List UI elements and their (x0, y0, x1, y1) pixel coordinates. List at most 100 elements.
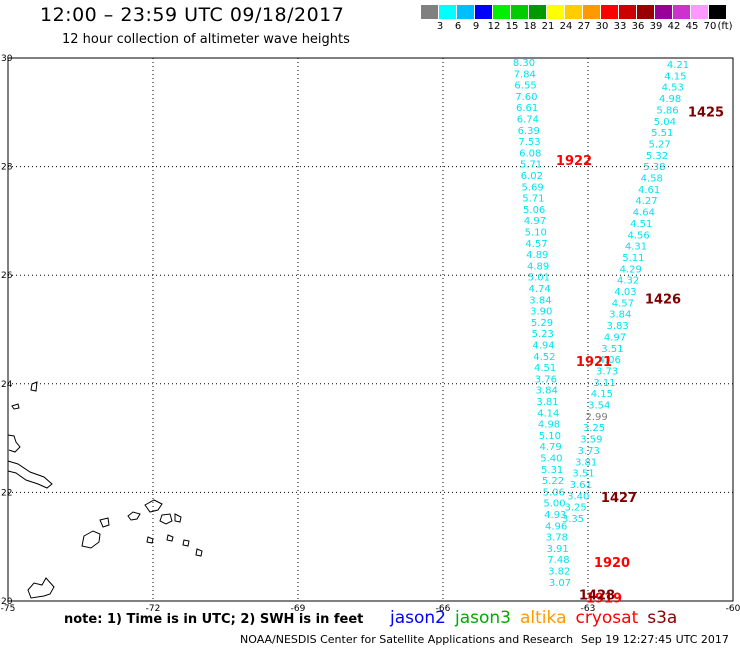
scale-swatch-5 (511, 5, 528, 19)
track-a-value: 6.39 (518, 126, 540, 137)
scale-swatch-11 (619, 5, 636, 19)
scale-label-70: 70 (703, 21, 717, 32)
scale-swatch-13 (655, 5, 672, 19)
scale-label-18: 18 (523, 21, 537, 32)
time-label-1427: 1427 (601, 491, 637, 506)
lon-label--63: -63 (581, 604, 596, 614)
satellite-legend: jason2 jason3 altika cryosat s3a (390, 608, 686, 628)
track-b-value: 4.32 (617, 276, 639, 287)
legend-cryosat: cryosat (575, 608, 639, 628)
track-b-value: 3.73 (578, 446, 600, 457)
track-b-value: 4.53 (662, 83, 684, 94)
scale-swatch-9 (583, 5, 600, 19)
track-b-value: 3.11 (593, 378, 615, 389)
track-b-value: 4.51 (630, 219, 652, 230)
track-b-value: 5.51 (651, 128, 673, 139)
map-subtitle: 12 hour collection of altimeter wave hei… (62, 32, 350, 47)
scale-label-30: 30 (595, 21, 609, 32)
track-a-value: 5.31 (541, 465, 563, 476)
track-b-value: 3.25 (583, 423, 605, 434)
track-a-value: 3.78 (546, 533, 568, 544)
track-b-value: 3.25 (564, 503, 586, 514)
legend-altika: altika (520, 608, 567, 628)
track-b-value: 4.56 (627, 230, 649, 241)
track-a-value: 4.89 (526, 250, 548, 261)
track-b-value: 5.27 (648, 139, 670, 150)
track-b-value: 3.59 (580, 435, 602, 446)
track-b-value: 3.54 (588, 401, 610, 412)
time-label-1425: 1425 (688, 105, 724, 120)
track-a-value: 4.79 (539, 442, 561, 453)
scale-label-36: 36 (631, 21, 645, 32)
track-a-value: 7.53 (518, 137, 540, 148)
track-b-value: 2.99 (585, 412, 607, 423)
track-a-value: 4.52 (533, 352, 555, 363)
track-b-value: 3.40 (567, 491, 589, 502)
scale-unit: (ft) (717, 21, 733, 32)
altimeter-track-b: 4.214.154.534.985.865.045.515.275.325.38… (562, 60, 689, 525)
lat-label-24: 24 (1, 380, 13, 390)
track-b-value: 5.04 (654, 117, 676, 128)
lat-label-26: 26 (1, 271, 13, 281)
track-b-value: 4.15 (591, 389, 613, 400)
scale-swatch-1 (439, 5, 456, 19)
track-b-value: 3.83 (606, 321, 628, 332)
legend-jason3: jason3 (455, 608, 511, 628)
scale-swatch-0 (421, 5, 438, 19)
scale-label-39: 39 (649, 21, 663, 32)
scale-label-27: 27 (577, 21, 591, 32)
track-a-value: 6.61 (516, 103, 538, 114)
track-b-value: 4.21 (667, 60, 689, 71)
lon-label--66: -66 (436, 604, 451, 614)
scale-label-45: 45 (685, 21, 699, 32)
track-a-value: 5.01 (528, 273, 550, 284)
lon-label--69: -69 (291, 604, 306, 614)
track-a-value: 4.57 (525, 239, 547, 250)
scale-swatch-4 (493, 5, 510, 19)
scale-swatch-14 (673, 5, 690, 19)
altimeter-track-a: 8.307.846.557.606.616.746.397.536.085.71… (513, 58, 571, 589)
track-b-value: 4.61 (638, 185, 660, 196)
track-b-value: 3.73 (596, 366, 618, 377)
track-a-value: 7.60 (515, 92, 537, 103)
graticule (8, 58, 733, 601)
track-b-value: 3.35 (562, 514, 584, 525)
track-b-value: 4.29 (620, 264, 642, 275)
track-time-labels: 1922 1921 1920 1919 1425 1426 1427 1428 (556, 105, 724, 606)
track-a-value: 3.81 (536, 397, 558, 408)
track-a-value: 4.89 (527, 261, 549, 272)
track-b-value: 4.03 (614, 287, 636, 298)
scale-swatch-8 (565, 5, 582, 19)
scale-label-9: 9 (472, 21, 480, 32)
map-note: note: 1) Time is in UTC; 2) SWH is in fe… (64, 612, 364, 627)
track-b-value: 4.64 (633, 208, 655, 219)
track-a-value: 8.30 (513, 58, 535, 69)
lat-label-28: 28 (1, 163, 13, 173)
track-b-value: 3.51 (572, 469, 594, 480)
track-a-value: 3.84 (529, 295, 551, 306)
credit-text: NOAA/NESDIS Center for Satellite Applica… (240, 633, 574, 646)
track-a-value: 6.55 (514, 81, 536, 92)
scale-swatch-3 (475, 5, 492, 19)
scale-swatch-12 (637, 5, 654, 19)
track-a-value: 4.93 (544, 510, 566, 521)
track-a-value: 6.02 (521, 171, 543, 182)
track-a-value: 3.91 (547, 544, 569, 555)
scale-label-21: 21 (541, 21, 555, 32)
time-label-1921: 1921 (576, 355, 612, 370)
track-a-value: 4.74 (529, 284, 551, 295)
scale-label-12: 12 (487, 21, 501, 32)
track-b-value: 5.11 (622, 253, 644, 264)
scale-swatch-15 (691, 5, 708, 19)
track-a-value: 5.29 (531, 318, 553, 329)
scale-swatch-10 (601, 5, 618, 19)
legend-s3a: s3a (647, 608, 678, 628)
track-b-value: 4.57 (612, 298, 634, 309)
track-a-value: 4.97 (524, 216, 546, 227)
track-b-value: 4.58 (641, 174, 663, 185)
track-a-value: 6.74 (517, 115, 539, 126)
track-a-value: 5.23 (532, 329, 554, 340)
track-b-value: 3.51 (601, 344, 623, 355)
track-a-value: 5.10 (525, 228, 547, 239)
